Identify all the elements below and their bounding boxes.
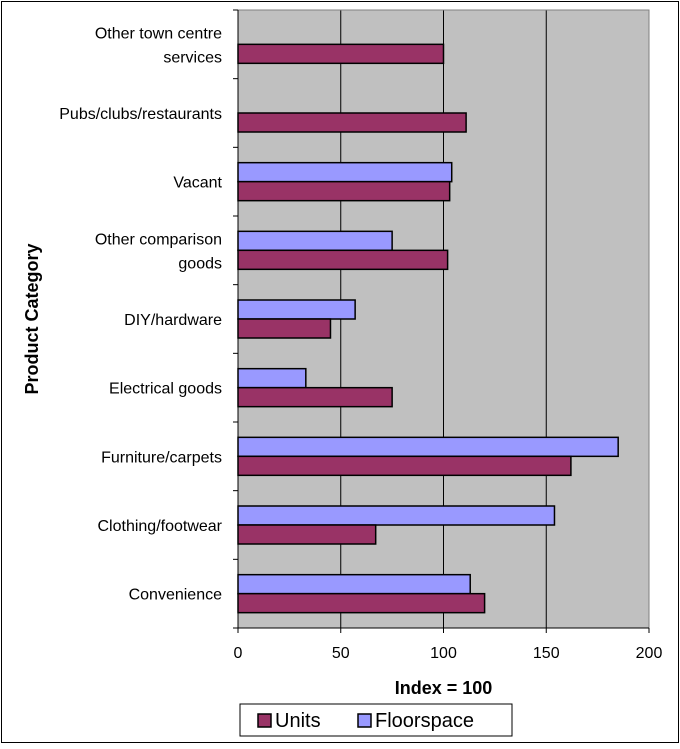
x-tick-label: 50 (332, 645, 350, 662)
legend-swatch-floorspace (357, 713, 372, 728)
bar-units (237, 112, 467, 133)
x-tick-label: 200 (636, 645, 663, 662)
bar-units (237, 592, 486, 614)
bar-floorspace (237, 573, 471, 595)
y-axis-title: Product Category (22, 243, 42, 394)
category-label: services (163, 49, 222, 66)
x-tick-label: 0 (234, 645, 243, 662)
category-label: Vacant (173, 175, 222, 192)
x-axis-title: Index = 100 (395, 678, 493, 698)
bar-floorspace (237, 161, 453, 183)
bar-floorspace (237, 299, 356, 320)
category-label: Electrical goods (109, 381, 222, 398)
bar-units (237, 180, 451, 202)
bar-floorspace (237, 505, 556, 526)
legend-label-units: Units (275, 710, 321, 732)
bar-units (237, 524, 377, 545)
category-label: DIY/hardware (124, 312, 222, 329)
bar-units (237, 386, 393, 408)
bar-units (237, 318, 332, 339)
bar-units (237, 43, 445, 65)
legend-box (239, 703, 513, 737)
bar-units (237, 455, 572, 477)
bar-units (237, 249, 449, 271)
category-label: Other town centre (95, 25, 222, 42)
bar-floorspace (237, 436, 619, 458)
legend-label-floorspace: Floorspace (375, 710, 474, 732)
category-label: Other comparison (95, 231, 222, 248)
bar-floorspace (237, 367, 307, 389)
x-tick-label: 150 (533, 645, 560, 662)
legend-swatch-units (257, 713, 272, 728)
category-label: goods (178, 255, 222, 272)
category-label: Pubs/clubs/restaurants (59, 106, 222, 123)
bar-floorspace (237, 230, 393, 252)
category-label: Furniture/carpets (101, 449, 222, 466)
category-label: Clothing/footwear (97, 518, 222, 535)
category-label: Convenience (129, 587, 223, 604)
x-tick-label: 100 (430, 645, 457, 662)
